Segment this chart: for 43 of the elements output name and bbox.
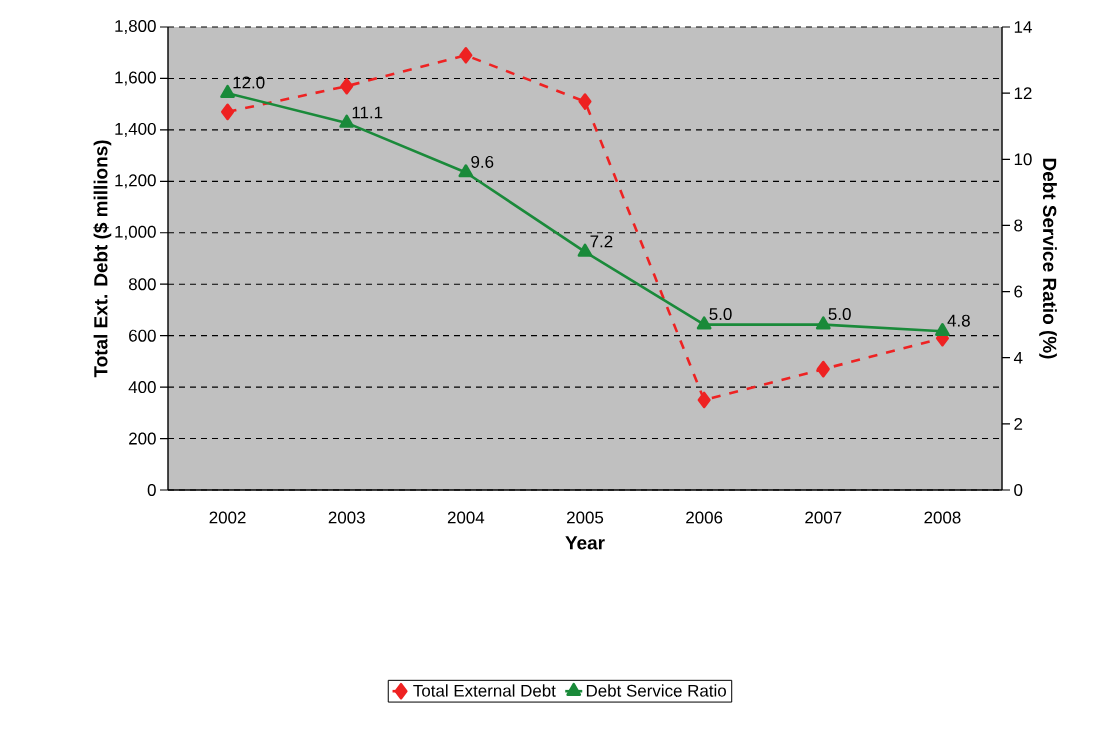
y2-axis-title: Debt Service Ratio (%) <box>1039 158 1057 359</box>
point <box>459 46 473 64</box>
point <box>220 84 235 98</box>
x-tick-label: 2002 <box>209 511 246 524</box>
y2-tick-label: 6 <box>1014 285 1023 298</box>
y-tick-label: 1,000 <box>115 225 156 240</box>
y2-tick-label: 0 <box>1014 484 1023 496</box>
y-tick-label: 1,200 <box>115 174 156 189</box>
point <box>340 77 354 95</box>
y-tick-label: 600 <box>129 329 156 342</box>
data-label: 4.8 <box>947 314 970 327</box>
y-tick-label: 200 <box>129 432 156 445</box>
y2-tick-label: 4 <box>1013 351 1023 364</box>
legend-label: Total External Debt <box>413 684 556 697</box>
point <box>697 391 711 409</box>
y-tick-label: 800 <box>128 278 156 291</box>
legend-label: Debt Service Ratio <box>586 684 726 697</box>
x-tick-label: 2004 <box>447 511 485 524</box>
y-tick-label: 1,400 <box>115 122 156 137</box>
x-axis-title: Year <box>565 536 605 550</box>
x-tick-label: 2007 <box>805 511 842 524</box>
y-tick-label: 0 <box>147 484 156 496</box>
y2-tick-label: 14 <box>1014 21 1032 33</box>
y2-tick-label: 10 <box>1014 153 1032 166</box>
y2-tick-label: 2 <box>1014 417 1023 430</box>
y-tick-label: 1,800 <box>115 19 156 34</box>
data-label: 11.1 <box>352 106 383 119</box>
y-tick-label: 400 <box>128 381 156 394</box>
y-tick-label: 1,600 <box>115 71 156 86</box>
point <box>578 93 592 110</box>
data-label: 5.0 <box>828 308 851 321</box>
data-label: 9.6 <box>471 155 494 168</box>
y2-tick-label: 8 <box>1014 219 1023 232</box>
x-tick-label: 2005 <box>567 511 604 524</box>
x-tick-label: 2006 <box>686 511 723 524</box>
y-axis-title: Total Ext. Debt ($ millions) <box>93 140 112 378</box>
point <box>221 103 235 121</box>
y2-tick-label: 12 <box>1014 87 1032 100</box>
data-label: 5.0 <box>709 308 732 321</box>
point <box>816 360 830 378</box>
x-tick-label: 2008 <box>924 511 961 524</box>
x-tick-label: 2003 <box>328 511 365 524</box>
data-label: 7.2 <box>590 235 613 248</box>
